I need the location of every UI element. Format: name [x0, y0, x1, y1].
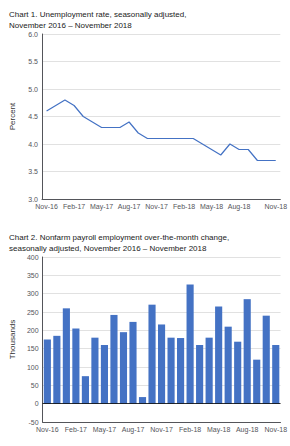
svg-text:Nov-18: Nov-18: [264, 203, 287, 210]
svg-text:Chart 2. Nonfarm payroll emplo: Chart 2. Nonfarm payroll employment over…: [9, 233, 229, 242]
svg-text:Nov-16: Nov-16: [35, 203, 58, 210]
svg-text:100: 100: [27, 364, 39, 371]
svg-text:seasonally adjusted, November: seasonally adjusted, November 2016 – Nov…: [9, 244, 207, 253]
svg-text:50: 50: [31, 382, 39, 389]
svg-text:Nov-17: Nov-17: [145, 203, 168, 210]
svg-text:Feb-17: Feb-17: [63, 203, 85, 210]
svg-text:150: 150: [27, 345, 39, 352]
svg-text:May-17: May-17: [93, 426, 116, 434]
svg-text:Aug-18: Aug-18: [228, 203, 251, 211]
svg-text:Feb-18: Feb-18: [179, 426, 201, 433]
svg-text:Aug-17: Aug-17: [118, 203, 141, 211]
svg-text:5.0: 5.0: [28, 86, 38, 93]
svg-text:250: 250: [27, 309, 39, 316]
svg-text:November 2016 – November 2018: November 2016 – November 2018: [9, 21, 132, 30]
svg-text:Feb-18: Feb-18: [173, 203, 195, 210]
svg-text:350: 350: [27, 272, 39, 279]
svg-text:May-18: May-18: [200, 203, 223, 211]
svg-text:400: 400: [27, 254, 39, 261]
svg-text:0: 0: [35, 400, 39, 407]
svg-text:5.5: 5.5: [28, 58, 38, 65]
svg-text:3.0: 3.0: [28, 196, 38, 203]
svg-text:Nov-17: Nov-17: [150, 426, 173, 433]
svg-text:Aug-18: Aug-18: [236, 426, 259, 434]
svg-text:4.0: 4.0: [28, 141, 38, 148]
svg-text:Nov-18: Nov-18: [264, 426, 287, 433]
svg-text:-50: -50: [28, 419, 38, 426]
svg-text:Feb-17: Feb-17: [65, 426, 87, 433]
svg-text:4.5: 4.5: [28, 113, 38, 120]
svg-text:Thousands: Thousands: [8, 320, 17, 360]
svg-text:200: 200: [27, 327, 39, 334]
svg-text:6.0: 6.0: [28, 31, 38, 38]
svg-text:3.5: 3.5: [28, 168, 38, 175]
svg-text:300: 300: [27, 290, 39, 297]
svg-text:May-17: May-17: [90, 203, 113, 211]
svg-text:Nov-16: Nov-16: [36, 426, 59, 433]
svg-text:Chart 1. Unemployment rate, se: Chart 1. Unemployment rate, seasonally a…: [9, 10, 186, 19]
svg-text:Percent: Percent: [8, 102, 17, 130]
svg-text:May-18: May-18: [207, 426, 230, 434]
svg-text:Aug-17: Aug-17: [122, 426, 145, 434]
